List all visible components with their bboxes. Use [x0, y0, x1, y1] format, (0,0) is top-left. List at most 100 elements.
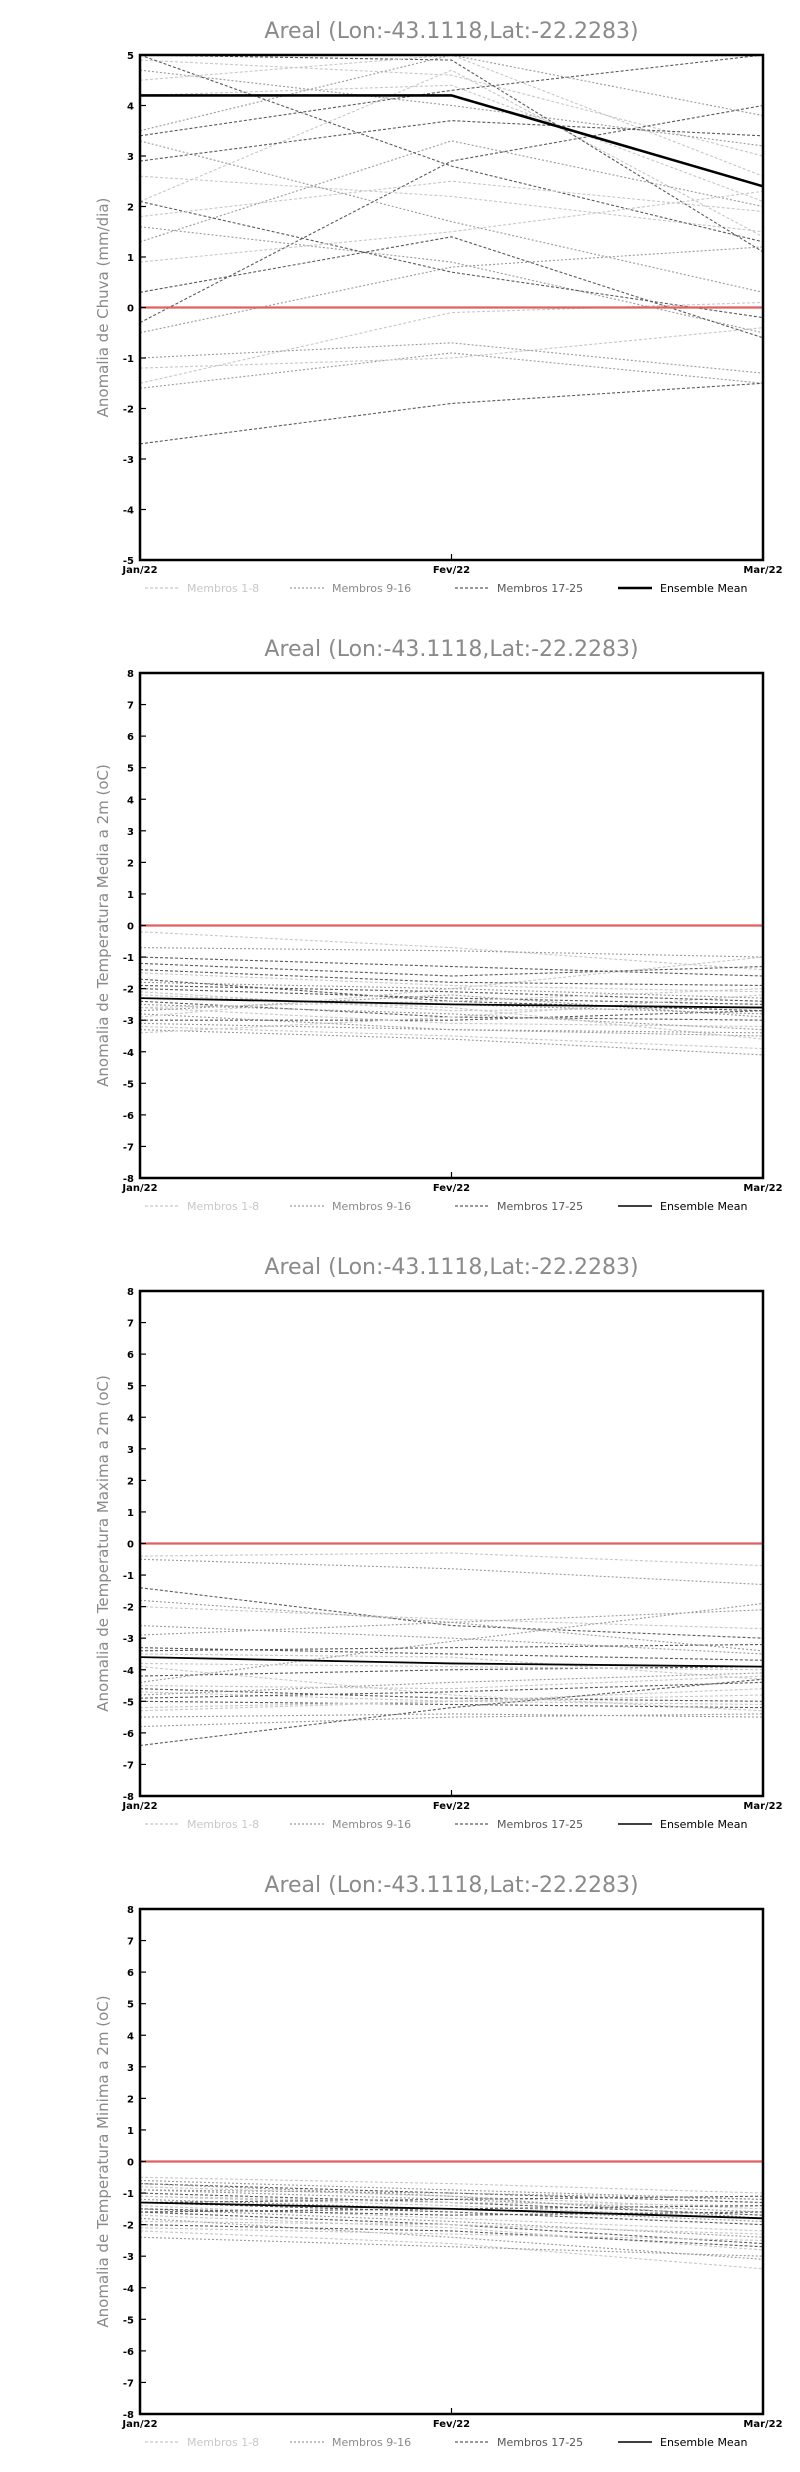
member-line-5: [140, 1625, 763, 1655]
legend-label: Ensemble Mean: [660, 1818, 747, 1831]
legend-label: Membros 17-25: [497, 1818, 583, 1831]
y-tick-label: 2: [127, 858, 134, 869]
legend-label: Membros 1-8: [187, 2436, 259, 2449]
ensemble-mean-line: [140, 2201, 763, 2220]
y-tick-label: 0: [127, 304, 134, 315]
member-line-17: [140, 2236, 763, 2257]
y-tick-label: 7: [127, 1319, 134, 1330]
member-line-16: [140, 327, 763, 369]
legend-item-1: Membros 1-8: [145, 1818, 259, 1831]
member-line-1: [140, 931, 763, 971]
y-tick-label: 1: [127, 1508, 134, 1519]
y-tick-label: -2: [123, 1603, 134, 1614]
legend-label: Membros 9-16: [332, 1200, 411, 1213]
member-line-4: [140, 2186, 763, 2210]
member-line-22: [140, 2220, 763, 2235]
member-line-21: [140, 984, 763, 1002]
x-tick-label: Fev/22: [433, 565, 470, 576]
y-tick-label: -4: [123, 1666, 134, 1677]
legend-label: Membros 1-8: [187, 1200, 259, 1213]
chart-title: Areal (Lon:-43.1118,Lat:-22.2283): [264, 19, 638, 44]
member-line-22: [140, 1662, 763, 1671]
member-line-10: [140, 1007, 763, 1028]
y-tick-label: 6: [127, 732, 134, 743]
member-line-13: [140, 301, 763, 384]
legend-label: Ensemble Mean: [660, 2436, 747, 2449]
member-line-6: [140, 1647, 763, 1661]
legend-item-3: Membros 17-25: [455, 582, 583, 595]
member-line-9: [140, 2201, 763, 2226]
plot-area: [140, 55, 763, 445]
y-tick-label: -7: [123, 1760, 134, 1771]
y-tick-label: -2: [123, 985, 134, 996]
legend-label: Membros 9-16: [332, 1818, 411, 1831]
y-tick-label: -2: [123, 405, 134, 416]
x-tick-label: Jan/22: [121, 1801, 157, 1812]
legend-label: Ensemble Mean: [660, 582, 747, 595]
legend-item-3: Membros 17-25: [455, 1200, 583, 1213]
y-tick-label: -6: [123, 1111, 134, 1122]
y-tick-label: 1: [127, 253, 134, 264]
member-line-12: [140, 1010, 763, 1021]
y-tick-label: 3: [127, 1445, 134, 1456]
member-line-15: [140, 382, 763, 445]
legend-label: Membros 17-25: [497, 1200, 583, 1213]
y-tick-label: 2: [127, 1476, 134, 1487]
member-line-5: [140, 981, 763, 999]
chart-title: Areal (Lon:-43.1118,Lat:-22.2283): [264, 637, 638, 662]
y-tick-label: -1: [123, 354, 134, 365]
y-tick-label: -3: [123, 2252, 134, 2263]
member-line-16: [140, 2230, 763, 2270]
member-line-25: [140, 2227, 763, 2241]
legend-item-2: Membros 9-16: [290, 1200, 411, 1213]
member-line-24: [140, 120, 763, 162]
legend-item-1: Membros 1-8: [145, 582, 259, 595]
member-line-1: [140, 59, 763, 157]
member-line-15: [140, 2224, 763, 2248]
legend-item-1: Membros 1-8: [145, 2436, 259, 2449]
member-line-5: [140, 140, 763, 243]
member-line-22: [140, 994, 763, 1040]
member-line-13: [140, 1025, 763, 1050]
y-tick-label: 5: [127, 1382, 134, 1393]
y-tick-label: 3: [127, 152, 134, 163]
member-line-25: [140, 988, 763, 1009]
member-line-15: [140, 956, 763, 977]
y-tick-label: 7: [127, 701, 134, 712]
chart-panel-3: Areal (Lon:-43.1118,Lat:-22.2283) Anomali…: [94, 1255, 783, 1831]
y-tick-label: 4: [127, 102, 134, 113]
y-tick-label: -5: [123, 2315, 134, 2326]
y-tick-label: 5: [127, 764, 134, 775]
y-tick-label: -3: [123, 1016, 134, 1027]
y-tick-label: 2: [127, 203, 134, 214]
x-tick-label: Jan/22: [121, 1183, 157, 1194]
legend-item-3: Membros 17-25: [455, 1818, 583, 1831]
member-line-6: [140, 104, 763, 324]
y-tick-label: 7: [127, 1937, 134, 1948]
y-tick-label: 1: [127, 2126, 134, 2137]
x-tick-label: Mar/22: [743, 1183, 782, 1194]
member-line-18: [140, 55, 763, 253]
legend-item-2: Membros 9-16: [290, 2436, 411, 2449]
member-line-20: [140, 2189, 763, 2200]
member-line-9: [140, 55, 763, 243]
y-tick-label: -8: [123, 1792, 134, 1803]
legend-item-4: Ensemble Mean: [618, 2436, 747, 2449]
x-tick-label: Fev/22: [433, 1801, 470, 1812]
y-tick-label: -5: [123, 1697, 134, 1708]
y-tick-label: -6: [123, 1729, 134, 1740]
y-tick-label: 3: [127, 827, 134, 838]
member-line-21: [140, 236, 763, 339]
member-line-10: [140, 2205, 763, 2232]
member-line-17: [140, 994, 763, 1018]
member-line-14: [140, 2217, 763, 2260]
legend-label: Membros 1-8: [187, 582, 259, 595]
member-line-10: [140, 84, 763, 202]
y-tick-label: -7: [123, 2378, 134, 2389]
y-tick-label: -1: [123, 1571, 134, 1582]
member-line-17: [140, 342, 763, 374]
member-line-20: [140, 140, 763, 293]
member-line-2: [140, 1558, 763, 1586]
legend-label: Membros 1-8: [187, 1818, 259, 1831]
